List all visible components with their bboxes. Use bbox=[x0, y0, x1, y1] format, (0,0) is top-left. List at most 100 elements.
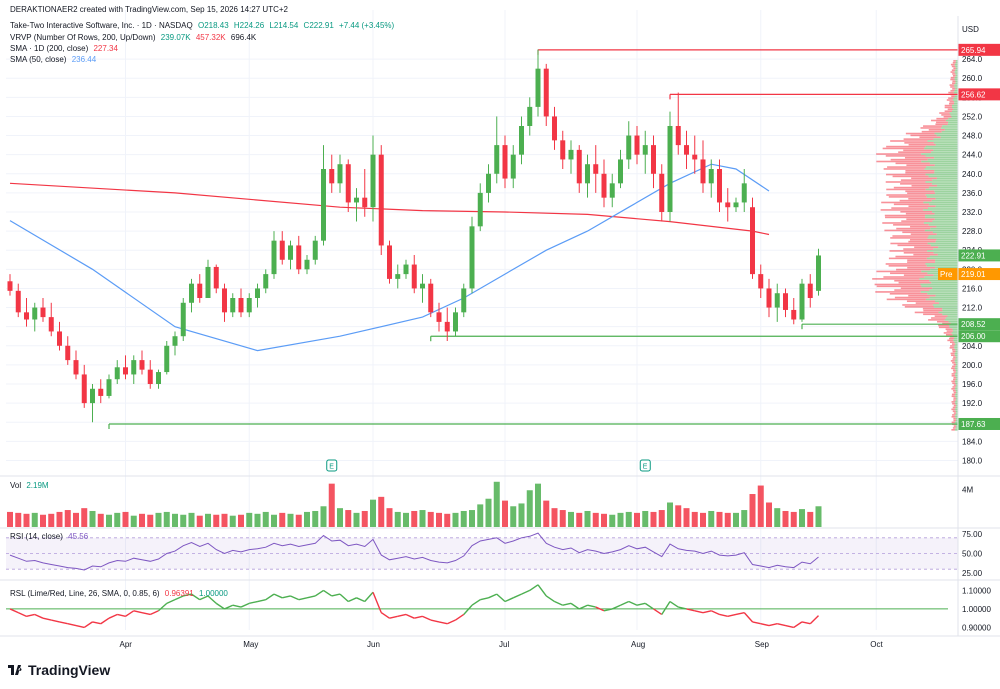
rsl-legend[interactable]: RSL (Lime/Red, Line, 26, SMA, 0, 0.85, 6… bbox=[10, 588, 228, 599]
volume-bar bbox=[353, 512, 360, 527]
profile-bar-down bbox=[898, 281, 932, 284]
price-label-text: 256.62 bbox=[961, 90, 986, 99]
rsl-segment bbox=[257, 598, 266, 603]
candle bbox=[626, 121, 632, 169]
profile-bar-down bbox=[935, 123, 948, 126]
candle bbox=[362, 169, 368, 217]
profile-bar-up bbox=[953, 339, 958, 342]
volume-bar bbox=[89, 510, 96, 527]
profile-bar-up bbox=[941, 130, 958, 133]
profile-bar-up bbox=[935, 197, 958, 200]
rsl-segment bbox=[380, 612, 390, 619]
volume-value: 2.19M bbox=[26, 481, 49, 490]
volume-bar bbox=[345, 510, 352, 527]
candle bbox=[48, 302, 54, 337]
profile-bar-up bbox=[927, 237, 958, 239]
volume-bar bbox=[328, 483, 335, 527]
profile-bar-down bbox=[953, 399, 956, 401]
price-label-box bbox=[938, 268, 1000, 281]
rsl-segment bbox=[620, 600, 630, 606]
created-by-line: DERAKTIONAER2 created with TradingView.c… bbox=[10, 5, 288, 14]
rsi-axis-tick: 50.00 bbox=[962, 550, 983, 559]
volume-bar bbox=[477, 504, 484, 527]
profile-bar-down bbox=[952, 414, 956, 416]
profile-bar-up bbox=[928, 224, 958, 226]
price-tick-label: 204.0 bbox=[962, 342, 983, 351]
profile-bar-down bbox=[890, 158, 928, 161]
vrvp-line[interactable]: VRVP (Number Of Rows, 200, Up/Down) 239.… bbox=[10, 32, 256, 43]
earnings-marker bbox=[639, 459, 651, 472]
candle-body bbox=[618, 159, 623, 184]
tradingview-logo[interactable]: TradingView bbox=[8, 662, 110, 678]
candle bbox=[733, 197, 739, 212]
rsl-ref-value: 1.00000 bbox=[198, 589, 228, 598]
price-tick-label: 240.0 bbox=[962, 170, 983, 179]
rsl-segment bbox=[414, 615, 423, 619]
candle bbox=[494, 116, 500, 184]
time-tick-label: Jul bbox=[499, 640, 509, 649]
volume-bar bbox=[807, 511, 814, 527]
volume-bar bbox=[485, 498, 492, 527]
volume-bar bbox=[221, 513, 228, 527]
volume-title: Vol bbox=[10, 481, 22, 490]
volume-legend[interactable]: Vol 2.19M bbox=[10, 480, 49, 491]
sma200-legend[interactable]: SMA · 1D (200, close) 227.34 bbox=[10, 43, 118, 54]
profile-bar-down bbox=[904, 142, 934, 144]
profile-bar-up bbox=[955, 427, 958, 429]
rsl-segment bbox=[669, 600, 679, 608]
volume-bar bbox=[815, 506, 822, 527]
price-tick-label: 244.0 bbox=[962, 151, 983, 160]
profile-bar-down bbox=[902, 304, 933, 306]
profile-bar-up bbox=[955, 350, 958, 353]
rsl-segment bbox=[51, 619, 60, 623]
rsl-segment bbox=[578, 604, 588, 610]
volume-axis-tick: 4M bbox=[962, 485, 973, 494]
volume-bar bbox=[700, 512, 706, 527]
candle bbox=[519, 116, 524, 165]
profile-bar-up bbox=[952, 330, 958, 332]
profile-bar-down bbox=[931, 317, 946, 319]
profile-bar-down bbox=[907, 259, 936, 262]
candle-body bbox=[585, 164, 590, 184]
rsl-title: RSL (Lime/Red, Line, 26, SMA, 0, 0.85, 6… bbox=[10, 589, 160, 598]
rsl-segment bbox=[603, 608, 613, 612]
profile-bar-up bbox=[931, 183, 958, 185]
candle-body bbox=[378, 154, 384, 246]
profile-bar-down bbox=[900, 287, 933, 290]
profile-bar-down bbox=[907, 261, 936, 263]
candle bbox=[288, 240, 293, 270]
rsi-legend[interactable]: RSI (14, close) 45.56 bbox=[10, 531, 88, 542]
candle-body bbox=[106, 379, 112, 396]
profile-bar-down bbox=[947, 339, 954, 342]
candle bbox=[139, 350, 145, 375]
candle bbox=[172, 331, 178, 356]
price-tick-label: 236.0 bbox=[962, 189, 983, 198]
rsi-pane bbox=[6, 532, 958, 571]
profile-bar-up bbox=[934, 132, 958, 135]
candle bbox=[576, 145, 582, 193]
rsi-line bbox=[9, 532, 819, 571]
profile-bar-down bbox=[905, 132, 935, 135]
candle bbox=[238, 288, 244, 318]
candle-body bbox=[799, 283, 805, 320]
time-tick-label: Aug bbox=[631, 640, 645, 649]
profile-bar-down bbox=[910, 134, 937, 137]
rsl-segment bbox=[768, 623, 778, 627]
candle bbox=[65, 336, 71, 365]
rsl-segment bbox=[430, 619, 440, 623]
volume-bar bbox=[452, 512, 459, 527]
profile-bar-up bbox=[935, 294, 958, 297]
profile-bar-up bbox=[935, 205, 958, 208]
volume-bar bbox=[213, 514, 220, 527]
price-tick-label: 264.0 bbox=[962, 55, 983, 64]
candle bbox=[568, 140, 574, 174]
candle-body bbox=[675, 126, 681, 146]
candle-body bbox=[461, 288, 467, 313]
sma50-legend[interactable]: SMA (50, close) 236.44 bbox=[10, 54, 96, 65]
candle bbox=[123, 355, 128, 380]
candle-body bbox=[90, 388, 95, 404]
candle bbox=[180, 298, 186, 341]
price-label-box bbox=[958, 249, 1000, 262]
profile-bar-up bbox=[954, 63, 958, 66]
profile-bar-up bbox=[955, 348, 958, 351]
